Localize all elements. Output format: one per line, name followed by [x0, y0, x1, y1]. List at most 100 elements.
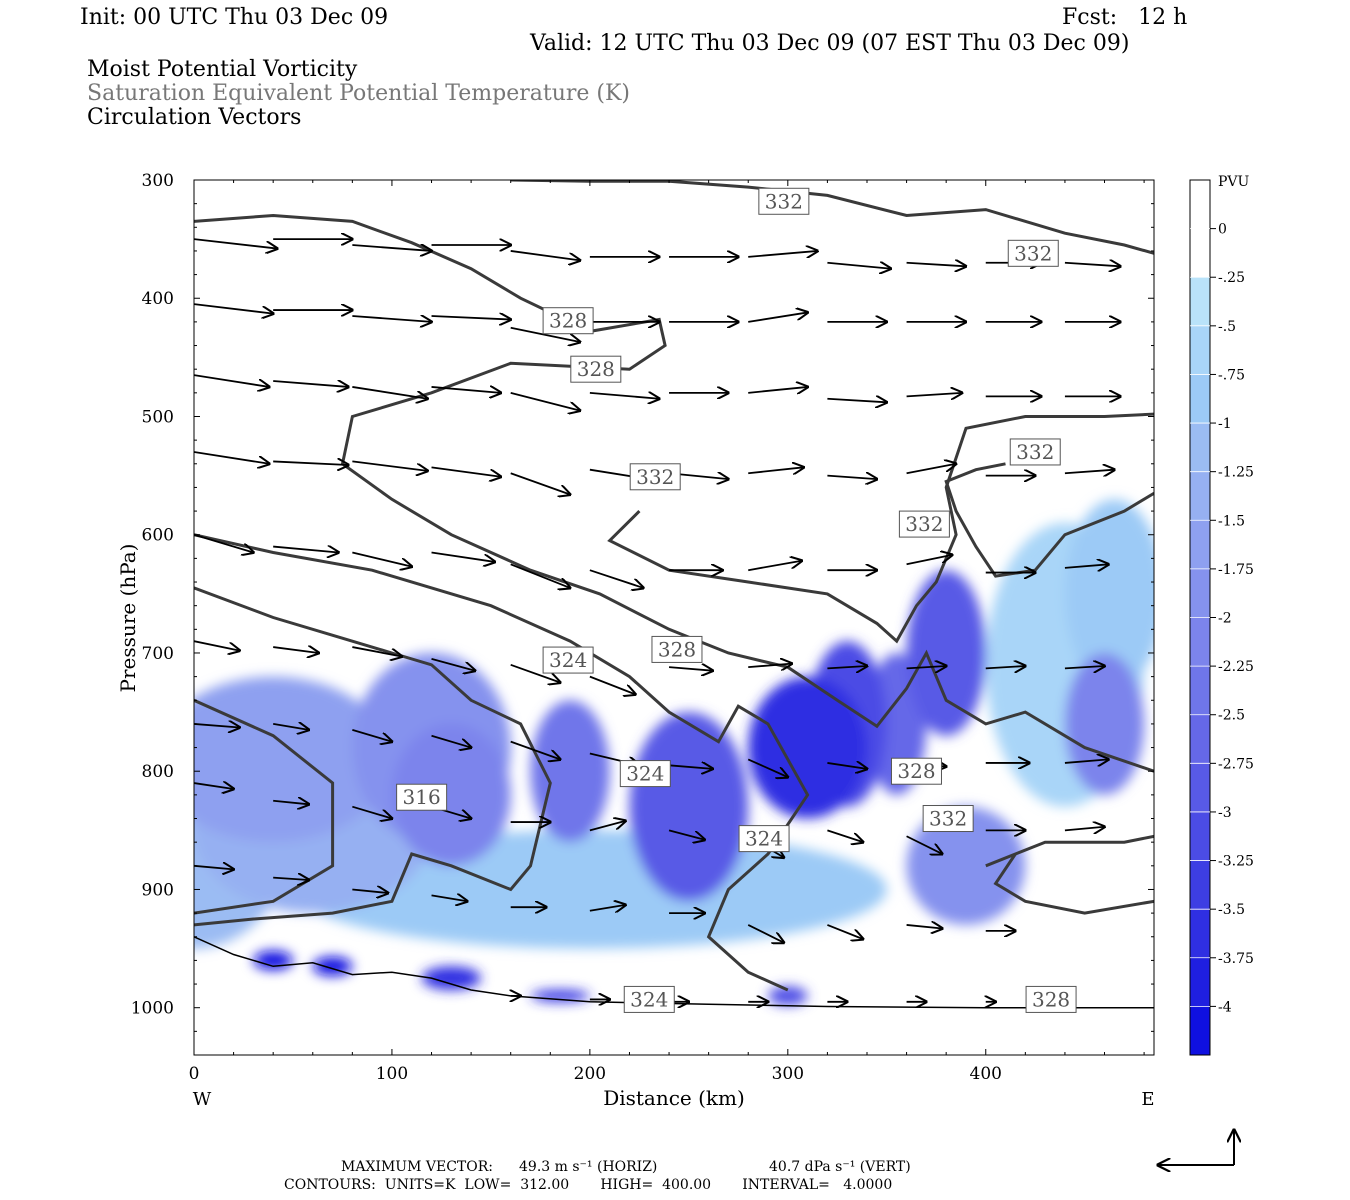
circulation-vector: [352, 245, 431, 251]
pv-blob: [391, 723, 511, 866]
circulation-vector: [1064, 470, 1114, 474]
contour-label-text: 324: [549, 648, 587, 672]
circulation-vector: [194, 783, 234, 789]
circulation-vector: [827, 666, 867, 668]
colorbar-swatch: [1190, 666, 1210, 716]
contour-label-text: 332: [1014, 241, 1052, 265]
circulation-vector: [431, 387, 501, 393]
contour-line-320: [194, 586, 552, 927]
colorbar-swatch: [1190, 277, 1210, 327]
colorbar-swatch: [1190, 860, 1210, 910]
circulation-vector: [510, 563, 570, 588]
colorbar-tick-label: -.5: [1218, 319, 1236, 335]
colorbar-tick-label: -.75: [1218, 367, 1245, 383]
contour-labels: 332 332 328 328 332 332 332 328 324 324 328 316 324 3…: [396, 187, 1077, 1013]
circulation-vector: [194, 451, 269, 464]
circulation-vector: [1064, 827, 1105, 831]
contour-label-box: [1009, 438, 1061, 466]
circulation-vector: [273, 381, 348, 387]
y-tick-label: 600: [142, 526, 174, 546]
contour-label-box: [542, 646, 594, 674]
pv-blob: [194, 676, 392, 843]
contour-label-text: 332: [929, 807, 967, 831]
colorbar-tick-label: -1.5: [1218, 513, 1245, 529]
colorbar-swatch: [1190, 180, 1210, 230]
contour-line-332: [607, 412, 1154, 644]
circulation-vector: [748, 312, 807, 323]
contour-label: 332: [758, 187, 810, 215]
colorbar-swatch: [1190, 763, 1210, 813]
colorbar-tick-label: -2: [1218, 611, 1232, 627]
pv-blob: [906, 570, 986, 736]
contour-line-328: [993, 853, 1154, 915]
contour-label: 328: [1025, 985, 1077, 1013]
colorbar-tick-label: 0: [1218, 222, 1227, 238]
circulation-vector: [431, 316, 511, 320]
circulation-vector: [510, 663, 560, 683]
contour-label-box: [651, 635, 703, 663]
contour-label-box: [738, 825, 790, 853]
contour-label-text: 332: [765, 189, 803, 213]
contour-label-box: [758, 187, 810, 215]
field-title-mpv: Moist Potential Vorticity: [87, 57, 358, 82]
pv-field: [194, 499, 1154, 1006]
contour-line-324: [194, 533, 810, 992]
x-axis-label: Distance (km): [603, 1086, 745, 1110]
colorbar-swatch: [1190, 471, 1210, 521]
colorbar-tick-label: -3.25: [1218, 854, 1254, 870]
contour-label-text: 328: [658, 637, 696, 661]
pv-blob: [421, 966, 482, 990]
circulation-vector: [194, 374, 269, 387]
circulation-vector: [906, 555, 953, 566]
colorbar-swatch: [1190, 617, 1210, 667]
circulation-vector: [352, 646, 401, 656]
circulation-vector: [194, 866, 234, 870]
circulation-vector: [748, 467, 803, 473]
circulation-vector: [748, 561, 801, 572]
pv-blob: [748, 676, 867, 819]
max-vector-vert: 40.7 dPa s⁻¹ (VERT): [769, 1159, 911, 1175]
colorbar-tick-label: -2.5: [1218, 708, 1245, 724]
circulation-vector: [827, 263, 890, 269]
circulation-vector: [906, 835, 943, 854]
colorbar-tick-label: -1: [1218, 416, 1232, 432]
max-vector-prefix: MAXIMUM VECTOR:: [341, 1159, 493, 1175]
circulation-vector: [827, 924, 863, 939]
circulation-vector: [748, 251, 817, 257]
circulation-vector: [510, 740, 560, 760]
contour-line-332: [944, 462, 1154, 578]
contour-label: 328: [890, 757, 942, 785]
pv-blob: [906, 806, 1026, 925]
contour-label-text: 332: [1016, 440, 1054, 464]
circulation-vector: [194, 640, 240, 650]
circulation-vector: [748, 664, 792, 668]
circulation-vector: [510, 391, 580, 411]
circulation-vector: [273, 878, 309, 880]
circulation-vector: [273, 801, 309, 805]
circulation-vector: [668, 667, 713, 671]
colorbar-swatch: [1190, 568, 1210, 618]
y-tick-label: 700: [142, 644, 174, 664]
circulation-vector: [906, 925, 943, 929]
circulation-vector: [589, 569, 643, 588]
field-title-thetaes: Saturation Equivalent Potential Temperat…: [87, 81, 630, 106]
colorbar-tick-label: -1.75: [1218, 562, 1254, 578]
circulation-vector: [827, 829, 863, 842]
y-tick-label: 900: [142, 880, 174, 900]
circulation-vector: [273, 647, 319, 653]
east-label: E: [1141, 1089, 1154, 1110]
colorbar-swatch: [1190, 423, 1210, 473]
contour-label-text: 328: [897, 759, 935, 783]
circulation-vector: [827, 763, 867, 769]
circulation-vector: [352, 728, 392, 742]
colorbar-swatch: [1190, 714, 1210, 764]
circulation-vector: [1064, 666, 1105, 668]
y-tick-label: 1000: [131, 999, 174, 1019]
vector-key-arrow: [1158, 1130, 1234, 1165]
contour-label-box: [396, 783, 448, 811]
circulation-vector: [352, 805, 392, 819]
field-title-vectors: Circulation Vectors: [87, 105, 302, 130]
circulation-vector: [510, 250, 580, 260]
x-tick-label: 100: [376, 1064, 408, 1084]
plot-frame: [193, 179, 1155, 1056]
